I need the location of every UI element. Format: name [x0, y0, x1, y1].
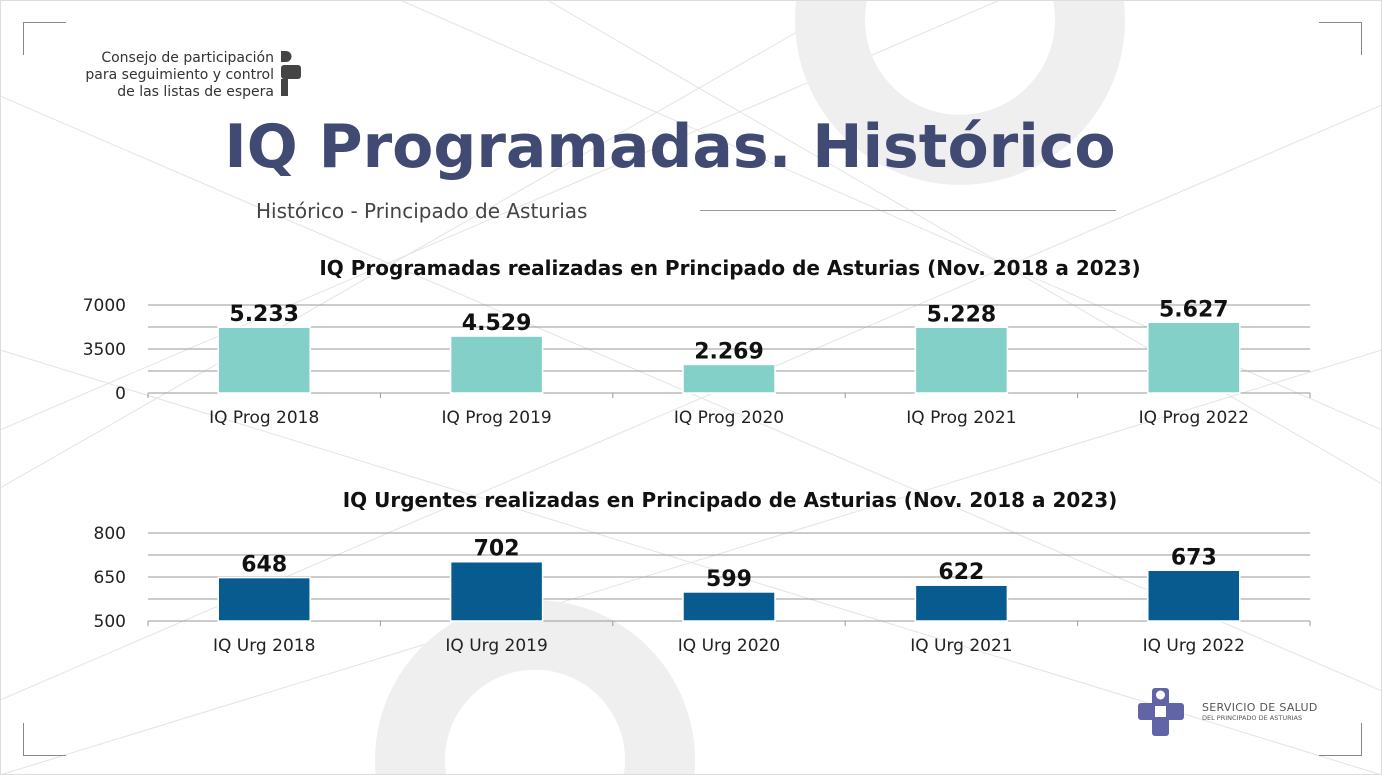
x-category-label: IQ Urg 2020 — [678, 636, 780, 656]
data-label: 599 — [706, 567, 752, 592]
y-tick-label: 800 — [94, 524, 126, 544]
data-label: 648 — [241, 553, 287, 578]
bar — [1147, 569, 1241, 622]
x-category-label: IQ Prog 2018 — [209, 408, 319, 428]
bar — [914, 584, 1009, 622]
data-label: 5.233 — [229, 302, 299, 327]
bar — [217, 576, 311, 622]
data-label: 673 — [1171, 545, 1217, 570]
data-label: 2.269 — [694, 339, 764, 364]
x-category-label: IQ Prog 2021 — [906, 408, 1016, 428]
org-name: Consejo de participación para seguimient… — [85, 50, 274, 100]
page-subtitle: Histórico - Principado de Asturias — [256, 199, 588, 223]
data-label: 4.529 — [462, 311, 532, 336]
x-category-label: IQ Prog 2019 — [441, 408, 551, 428]
bar — [449, 335, 544, 394]
chart1-title: IQ Programadas realizadas en Principado … — [319, 256, 1141, 280]
chart2-title: IQ Urgentes realizadas en Principado de … — [342, 488, 1118, 512]
y-tick-label: 650 — [94, 568, 126, 588]
bar — [1147, 321, 1241, 394]
corner-bottom-left — [23, 723, 66, 756]
x-category-label: IQ Urg 2022 — [1143, 636, 1245, 656]
servicio-salud-logo-icon — [1138, 688, 1184, 736]
org-logo-icon — [281, 51, 301, 96]
corner-top-left — [23, 22, 66, 55]
bar — [914, 326, 1009, 394]
data-label: 622 — [938, 560, 984, 585]
page-title: IQ Programadas. Histórico — [224, 112, 1116, 182]
bar — [682, 591, 776, 622]
x-category-label: IQ Prog 2020 — [674, 408, 784, 428]
x-category-label: IQ Urg 2019 — [445, 636, 547, 656]
corner-top-right — [1319, 22, 1362, 55]
x-category-label: IQ Urg 2018 — [213, 636, 315, 656]
data-label: 5.627 — [1159, 297, 1229, 322]
data-label: 5.228 — [927, 302, 997, 327]
subtitle-divider — [700, 210, 1116, 211]
x-category-label: IQ Prog 2022 — [1139, 408, 1249, 428]
y-tick-label: 7000 — [83, 296, 126, 316]
bar — [682, 363, 776, 394]
y-tick-label: 0 — [115, 384, 126, 404]
bar — [217, 326, 311, 394]
data-label: 702 — [474, 537, 520, 562]
bar — [449, 560, 544, 622]
servicio-salud-text: SERVICIO DE SALUD DEL PRINCIPADO DE ASTU… — [1202, 701, 1318, 722]
y-tick-label: 3500 — [83, 340, 126, 360]
corner-bottom-right — [1319, 723, 1362, 756]
y-tick-label: 500 — [94, 612, 126, 632]
x-category-label: IQ Urg 2021 — [910, 636, 1012, 656]
